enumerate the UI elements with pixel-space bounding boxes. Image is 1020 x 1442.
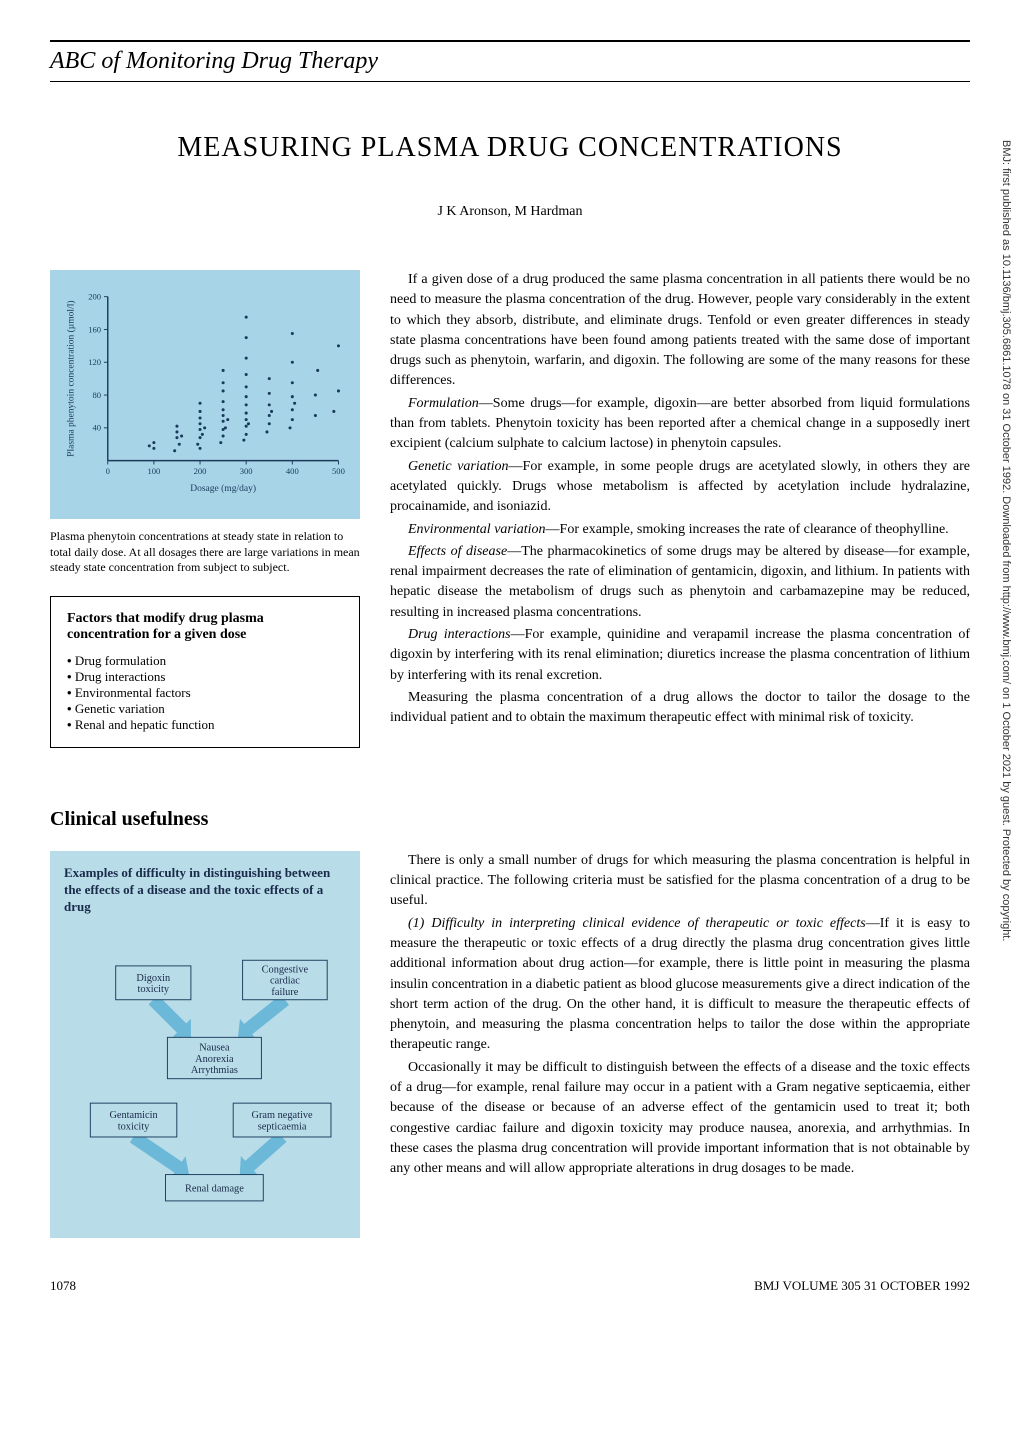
main-title: MEASURING PLASMA DRUG CONCENTRATIONS bbox=[50, 132, 970, 164]
svg-text:0: 0 bbox=[106, 466, 110, 476]
svg-text:200: 200 bbox=[88, 292, 101, 302]
factor-item: Drug formulation bbox=[67, 653, 343, 669]
svg-text:500: 500 bbox=[332, 466, 345, 476]
svg-text:Digoxin: Digoxin bbox=[136, 973, 170, 984]
para: (1) Difficulty in interpreting clinical … bbox=[390, 914, 970, 1056]
svg-text:400: 400 bbox=[286, 466, 299, 476]
svg-text:cardiac: cardiac bbox=[270, 976, 300, 987]
section-heading: Clinical usefulness bbox=[50, 808, 970, 831]
svg-text:Gram negative: Gram negative bbox=[252, 1111, 313, 1122]
svg-text:Renal damage: Renal damage bbox=[185, 1184, 244, 1195]
factor-item: Genetic variation bbox=[67, 701, 343, 717]
series-header: ABC of Monitoring Drug Therapy bbox=[50, 40, 970, 82]
svg-text:toxicity: toxicity bbox=[118, 1122, 150, 1133]
chart-caption: Plasma phenytoin concentrations at stead… bbox=[50, 529, 360, 576]
svg-text:120: 120 bbox=[88, 357, 101, 367]
para: Genetic variation—For example, in some p… bbox=[390, 457, 970, 518]
para-text: —If it is easy to measure the therapeuti… bbox=[390, 916, 970, 1053]
svg-text:toxicity: toxicity bbox=[138, 985, 170, 996]
svg-text:200: 200 bbox=[194, 466, 207, 476]
diagram-title: Examples of difficulty in distinguishing… bbox=[64, 865, 346, 916]
factor-item: Environmental factors bbox=[67, 685, 343, 701]
authors: J K Aronson, M Hardman bbox=[50, 204, 970, 220]
svg-text:Anorexia: Anorexia bbox=[195, 1054, 234, 1065]
page-number: 1078 bbox=[50, 1278, 76, 1294]
lead: Drug interactions bbox=[408, 627, 511, 642]
para: Measuring the plasma concentration of a … bbox=[390, 688, 970, 729]
lead: Formulation bbox=[408, 396, 479, 411]
factors-list: Drug formulationDrug interactionsEnviron… bbox=[67, 653, 343, 733]
svg-text:40: 40 bbox=[93, 423, 102, 433]
svg-text:Nausea: Nausea bbox=[199, 1043, 230, 1054]
svg-text:80: 80 bbox=[93, 390, 102, 400]
svg-text:Dosage (mg/day): Dosage (mg/day) bbox=[190, 483, 256, 494]
svg-text:failure: failure bbox=[271, 987, 298, 998]
para: There is only a small number of drugs fo… bbox=[390, 851, 970, 912]
para: If a given dose of a drug produced the s… bbox=[390, 270, 970, 392]
svg-text:Arrythmias: Arrythmias bbox=[191, 1066, 238, 1077]
svg-text:Plasma phenytoin concentration: Plasma phenytoin concentration (µmol/l) bbox=[65, 300, 76, 456]
page-footer: 1078 BMJ VOLUME 305 31 OCTOBER 1992 bbox=[50, 1278, 970, 1294]
lead: Genetic variation bbox=[408, 459, 509, 474]
body-text-1: If a given dose of a drug produced the s… bbox=[390, 270, 970, 778]
journal-ref: BMJ VOLUME 305 31 OCTOBER 1992 bbox=[754, 1278, 970, 1294]
para-text: —For example, smoking increases the rate… bbox=[546, 522, 949, 537]
factor-item: Drug interactions bbox=[67, 669, 343, 685]
body-text-2: There is only a small number of drugs fo… bbox=[390, 851, 970, 1239]
para: Formulation—Some drugs—for example, digo… bbox=[390, 394, 970, 455]
svg-text:160: 160 bbox=[88, 324, 101, 334]
svg-text:septicaemia: septicaemia bbox=[258, 1122, 307, 1133]
para: Effects of disease—The pharmacokinetics … bbox=[390, 542, 970, 623]
lead: Environmental variation bbox=[408, 522, 546, 537]
para: Environmental variation—For example, smo… bbox=[390, 520, 970, 540]
para: Occasionally it may be difficult to dist… bbox=[390, 1058, 970, 1180]
para: Drug interactions—For example, quinidine… bbox=[390, 625, 970, 686]
svg-text:300: 300 bbox=[240, 466, 253, 476]
difficulty-diagram: Examples of difficulty in distinguishing… bbox=[50, 851, 360, 1239]
content-row-2: Examples of difficulty in distinguishing… bbox=[50, 851, 970, 1239]
phenytoin-chart: 40 80 120 160 200 0 100 200 300 400 500 Dosage (mg/… bbox=[50, 270, 360, 519]
svg-text:Gentamicin: Gentamicin bbox=[109, 1111, 157, 1122]
factors-box: Factors that modify drug plasma concentr… bbox=[50, 596, 360, 748]
svg-text:100: 100 bbox=[147, 466, 160, 476]
content-row-1: 40 80 120 160 200 0 100 200 300 400 500 Dosage (mg/… bbox=[50, 270, 970, 778]
copyright-note: BMJ: first published as 10.1136/bmj.305.… bbox=[1000, 140, 1012, 1240]
factor-item: Renal and hepatic function bbox=[67, 717, 343, 733]
lead: (1) Difficulty in interpreting clinical … bbox=[408, 916, 866, 931]
factors-title: Factors that modify drug plasma concentr… bbox=[67, 611, 343, 643]
svg-text:Congestive: Congestive bbox=[262, 965, 309, 976]
lead: Effects of disease bbox=[408, 544, 507, 559]
